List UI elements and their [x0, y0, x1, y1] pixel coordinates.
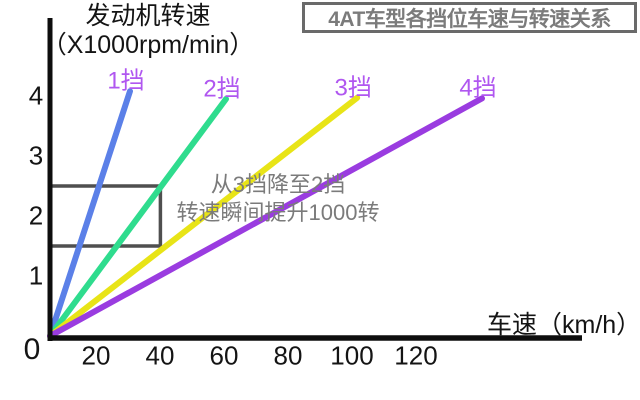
downshift-highlight-rect	[48, 184, 163, 248]
annotation-line1: 从3挡降至2挡	[210, 172, 346, 197]
x-tick-label-80: 80	[273, 340, 303, 371]
gear-label-3: 3挡	[334, 74, 372, 102]
gear-label-2: 2挡	[203, 75, 241, 103]
x-tick-label-20: 20	[81, 340, 111, 371]
gear-line-4	[47, 95, 485, 339]
gear-line-3	[47, 94, 361, 339]
chart-title-box: 4AT车型各挡位车速与转速关系	[302, 2, 637, 33]
x-tick-label-100: 100	[330, 340, 374, 371]
y-tick-label-3: 3	[28, 140, 44, 171]
downshift-annotation: 从3挡降至2挡 转速瞬间提升1000转	[159, 171, 397, 227]
y-axis-title-line1: 发动机转速	[85, 2, 211, 30]
y-tick-label-2: 2	[28, 200, 44, 231]
y-axis-title: 发动机转速 （X1000rpm/min）	[28, 2, 268, 60]
x-tick-label-60: 60	[209, 340, 239, 371]
y-axis-title-line2: （X1000rpm/min）	[41, 31, 255, 59]
annotation-line2: 转速瞬间提升1000转	[176, 200, 380, 225]
x-tick-label-40: 40	[145, 340, 175, 371]
gear-line-1	[47, 88, 133, 339]
gear-label-1: 1挡	[107, 67, 145, 95]
x-tick-label-120: 120	[394, 340, 438, 371]
gear-line-2	[47, 96, 229, 339]
origin-label: 0	[23, 333, 41, 366]
y-tick-label-1: 1	[28, 260, 44, 291]
y-tick-label-4: 4	[28, 80, 44, 111]
chart-title-text: 4AT车型各挡位车速与转速关系	[328, 7, 611, 31]
gear-label-4: 4挡	[459, 74, 497, 102]
x-axis-label: 车速（km/h）	[487, 311, 640, 339]
